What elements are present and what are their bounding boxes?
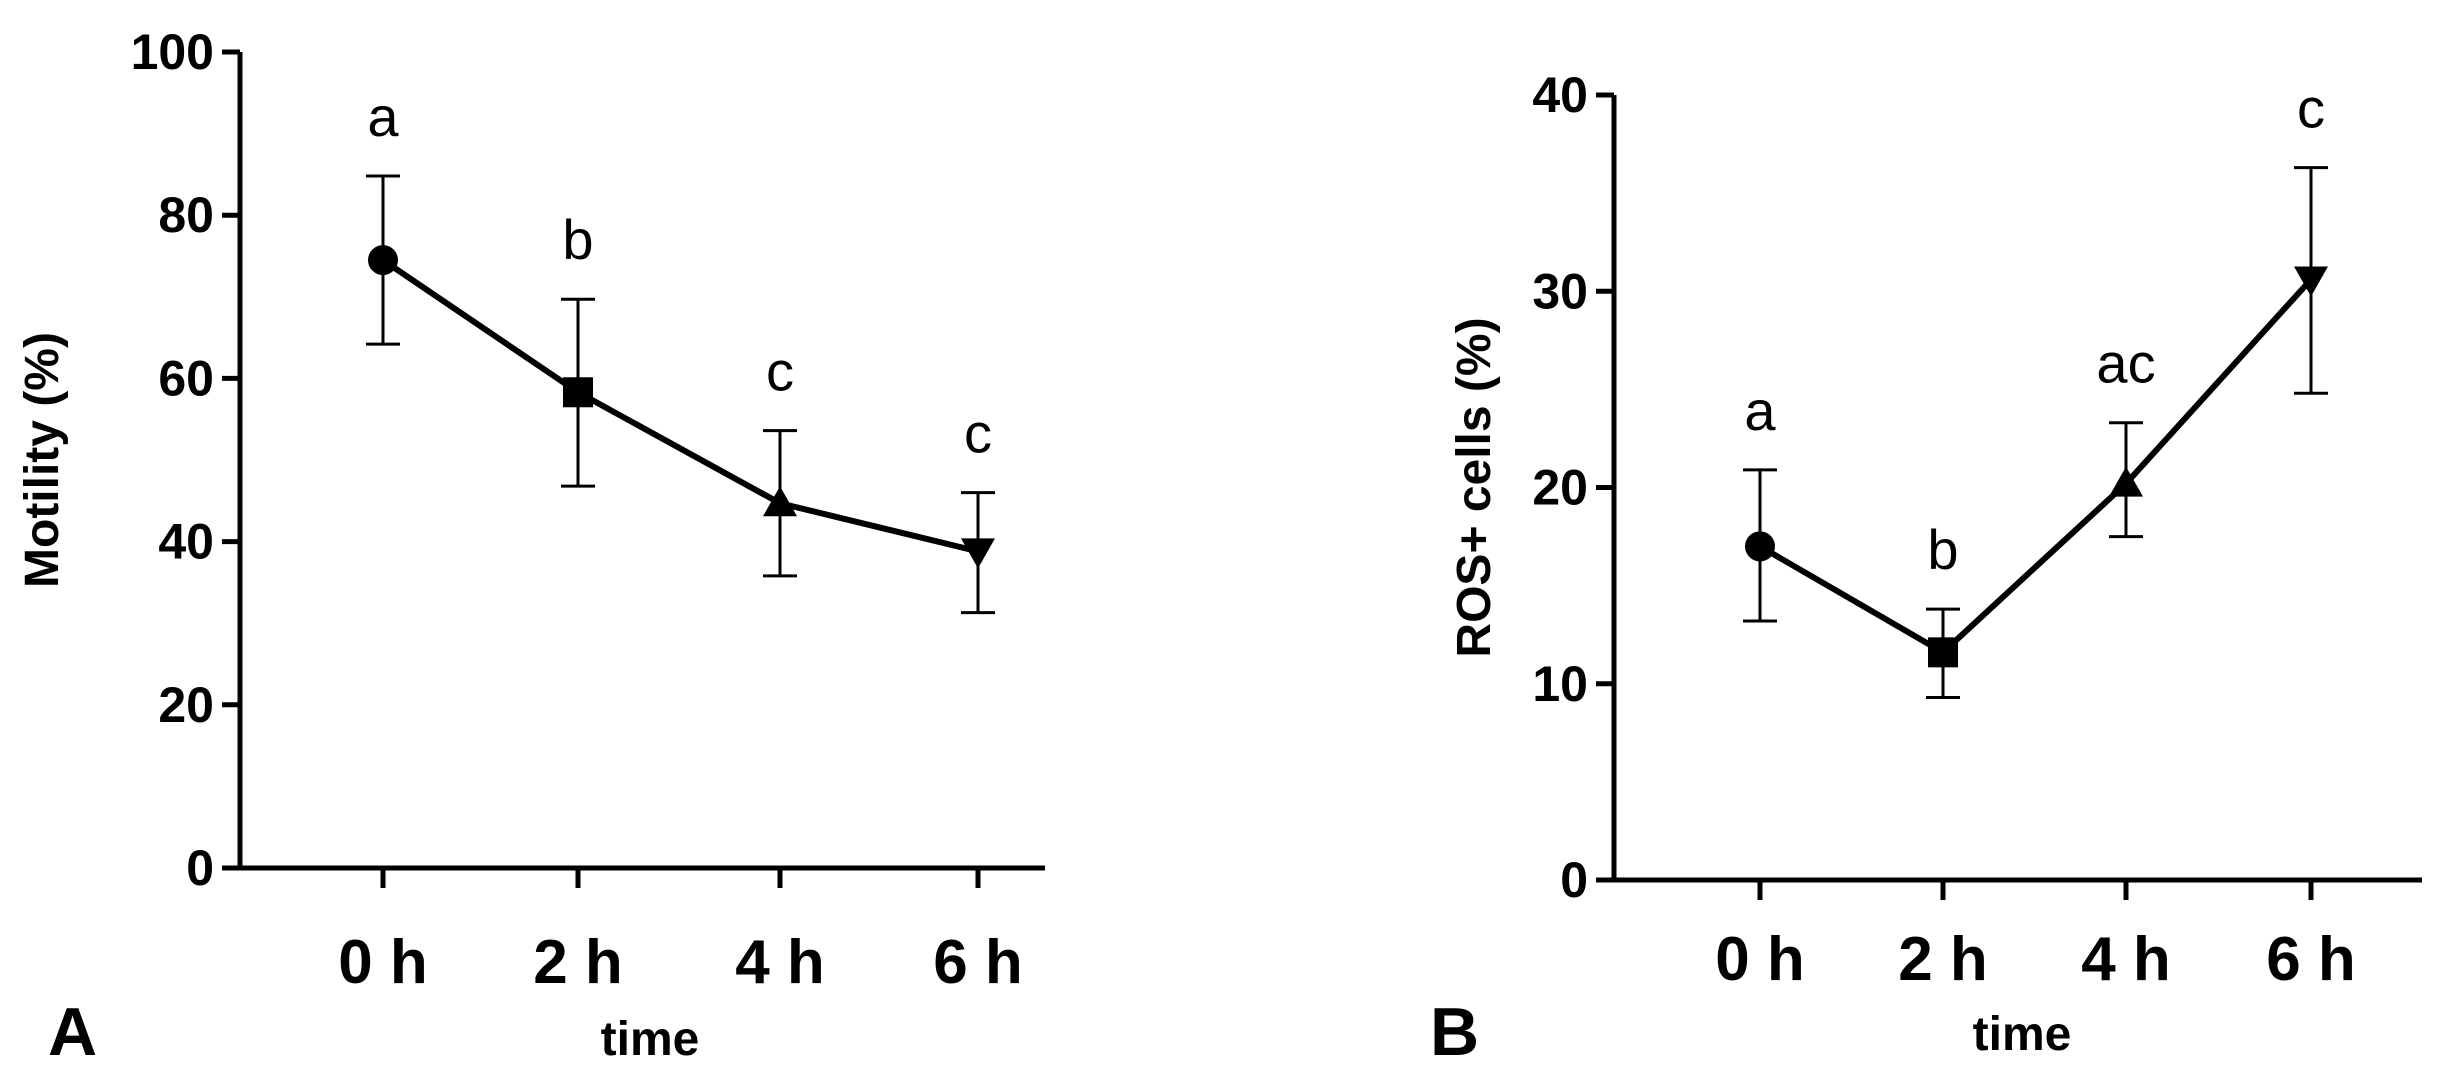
significance-letter: a (1744, 379, 1776, 442)
y-tick-label: 100 (131, 24, 214, 80)
x-axis-title: time (601, 1013, 700, 1066)
significance-letter: c (964, 402, 992, 465)
y-tick-label: 20 (158, 677, 214, 733)
y-axis-title: ROS+ cells (%) (1448, 317, 1501, 657)
chart-panel-a: 0 20 40 60 80 100 0 h 2 h 4 h 6 h time Motility (%)… (16, 24, 1045, 1070)
y-tick-label: 10 (1532, 656, 1588, 712)
x-tick-label: 2 h (533, 928, 623, 997)
y-tick-label: 30 (1532, 263, 1588, 319)
data-point-square (563, 377, 593, 408)
y-tick-label: 0 (186, 840, 214, 896)
y-tick-label: 20 (1532, 460, 1588, 516)
x-tick-label: 0 h (1715, 925, 1805, 994)
y-tick-label: 0 (1560, 852, 1588, 908)
data-point-triangle-down (2294, 266, 2328, 297)
data-point-triangle-up (2109, 466, 2143, 497)
data-point-triangle-up (763, 486, 797, 517)
panel-label: B (1430, 994, 1479, 1070)
x-tick-label: 2 h (1898, 925, 1988, 994)
significance-letter: b (1927, 518, 1958, 581)
panel-label: A (48, 994, 97, 1070)
series-line (381, 257, 979, 555)
y-tick-label: 80 (158, 187, 214, 243)
significance-letter: b (562, 208, 593, 271)
chart-panel-b: 0 10 20 30 40 0 h 2 h 4 h 6 h time ROS+ cells (%) B… (1430, 67, 2422, 1070)
x-tick-label: 0 h (338, 928, 428, 997)
x-tick-label: 4 h (735, 928, 825, 997)
significance-letter: ac (2096, 332, 2155, 395)
y-tick-label: 40 (1532, 67, 1588, 123)
x-tick-label: 4 h (2081, 925, 2171, 994)
significance-letter: a (367, 85, 399, 148)
data-point-circle (368, 245, 398, 276)
y-axis-title: Motility (%) (16, 332, 69, 588)
significance-letter: c (766, 340, 794, 403)
x-tick-label: 6 h (2266, 925, 2356, 994)
data-point-square (1928, 637, 1958, 668)
y-tick-label: 60 (158, 350, 214, 406)
series-line (1758, 277, 2314, 656)
significance-letter: c (2297, 77, 2325, 140)
x-axis-title: time (1973, 1008, 2072, 1061)
data-point-triangle-down (961, 538, 995, 569)
x-tick-label: 6 h (933, 928, 1023, 997)
y-tick-label: 40 (158, 514, 214, 570)
data-point-circle (1745, 531, 1775, 562)
